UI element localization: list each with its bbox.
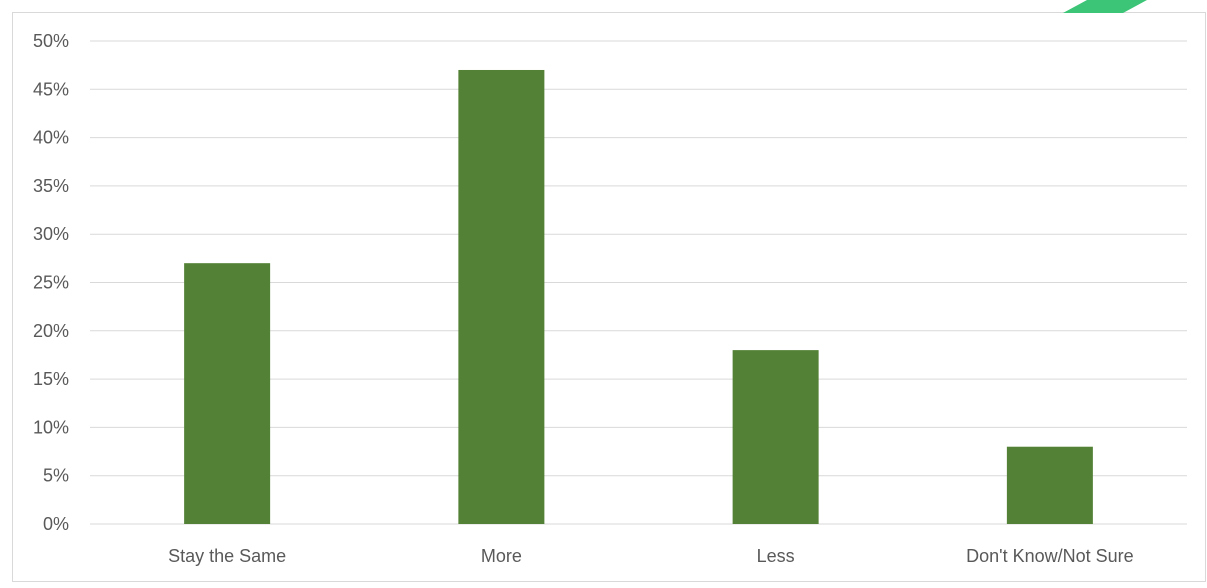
y-tick-label: 45% [33, 79, 69, 99]
y-tick-label: 25% [33, 273, 69, 293]
bar [458, 69, 545, 524]
x-tick-label: Don't Know/Not Sure [966, 546, 1134, 566]
y-tick-label: 30% [33, 224, 69, 244]
corner-accent-logo [1063, 0, 1147, 13]
bars [184, 69, 1093, 524]
y-tick-label: 35% [33, 176, 69, 196]
x-tick-label: Less [757, 546, 795, 566]
y-axis-tick-labels: 0% 5% 10% 15% 20% 25% 30% 35% 40% 45% 50% [33, 31, 69, 534]
y-tick-label: 20% [33, 321, 69, 341]
x-axis-tick-labels: Stay the Same More Less Don't Know/Not Sure [168, 546, 1134, 566]
y-tick-label: 10% [33, 417, 69, 437]
bar [732, 350, 819, 524]
y-tick-label: 15% [33, 369, 69, 389]
x-tick-label: More [481, 546, 522, 566]
gridlines [90, 40, 1187, 525]
y-tick-label: 0% [43, 514, 69, 534]
y-tick-label: 40% [33, 128, 69, 148]
bar [184, 263, 271, 524]
x-tick-label: Stay the Same [168, 546, 286, 566]
bar [1006, 446, 1093, 524]
y-tick-label: 50% [33, 31, 69, 51]
y-tick-label: 5% [43, 466, 69, 486]
